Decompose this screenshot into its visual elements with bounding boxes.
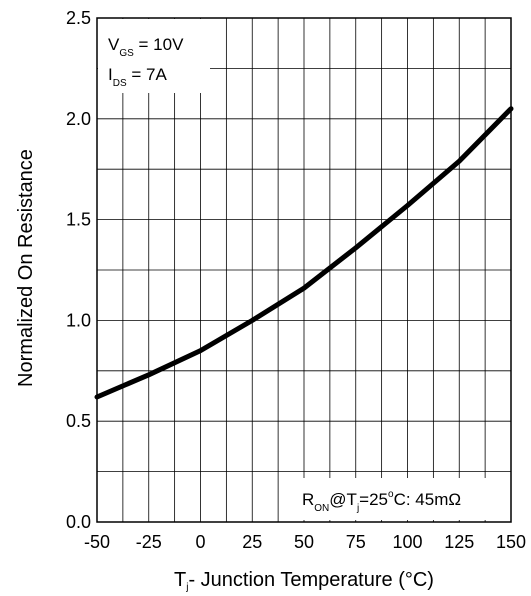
y-tick-label: 2.0 [66,109,91,129]
x-tick-label: -50 [84,532,110,552]
ron-annotation: RON@Tj=25oC: 45mΩ [302,489,461,514]
ids-annotation: IDS = 7A [108,65,167,89]
x-axis-title: Tj- Junction Temperature (°C) [174,569,434,593]
y-tick-label: 1.0 [66,310,91,330]
x-tick-label: 150 [496,532,526,552]
plot-frame [96,17,512,523]
x-tick-label: 0 [195,532,205,552]
series-line [94,106,514,400]
vgs-annotation: VGS = 10V [108,35,184,59]
y-tick-label: 1.5 [66,210,91,230]
x-tick-labels: -50 -25 0 25 50 75 100 125 150 [84,532,526,552]
x-tick-label: 100 [392,532,422,552]
y-tick-label: 2.5 [66,8,91,28]
grid [96,17,512,523]
x-tick-label: 125 [444,532,474,552]
y-tick-label: 0.0 [66,512,91,532]
x-tick-label: -25 [136,532,162,552]
x-tick-label: 25 [242,532,262,552]
y-tick-label: 0.5 [66,411,91,431]
y-tick-labels: 0.0 0.5 1.0 1.5 2.0 2.5 [66,8,91,532]
x-tick-label: 75 [346,532,366,552]
y-axis-title: Normalized On Resistance [15,149,37,387]
vgs-ids-annotation-box [98,19,210,93]
ron-annotation-box [292,478,510,520]
x-tick-label: 50 [294,532,314,552]
